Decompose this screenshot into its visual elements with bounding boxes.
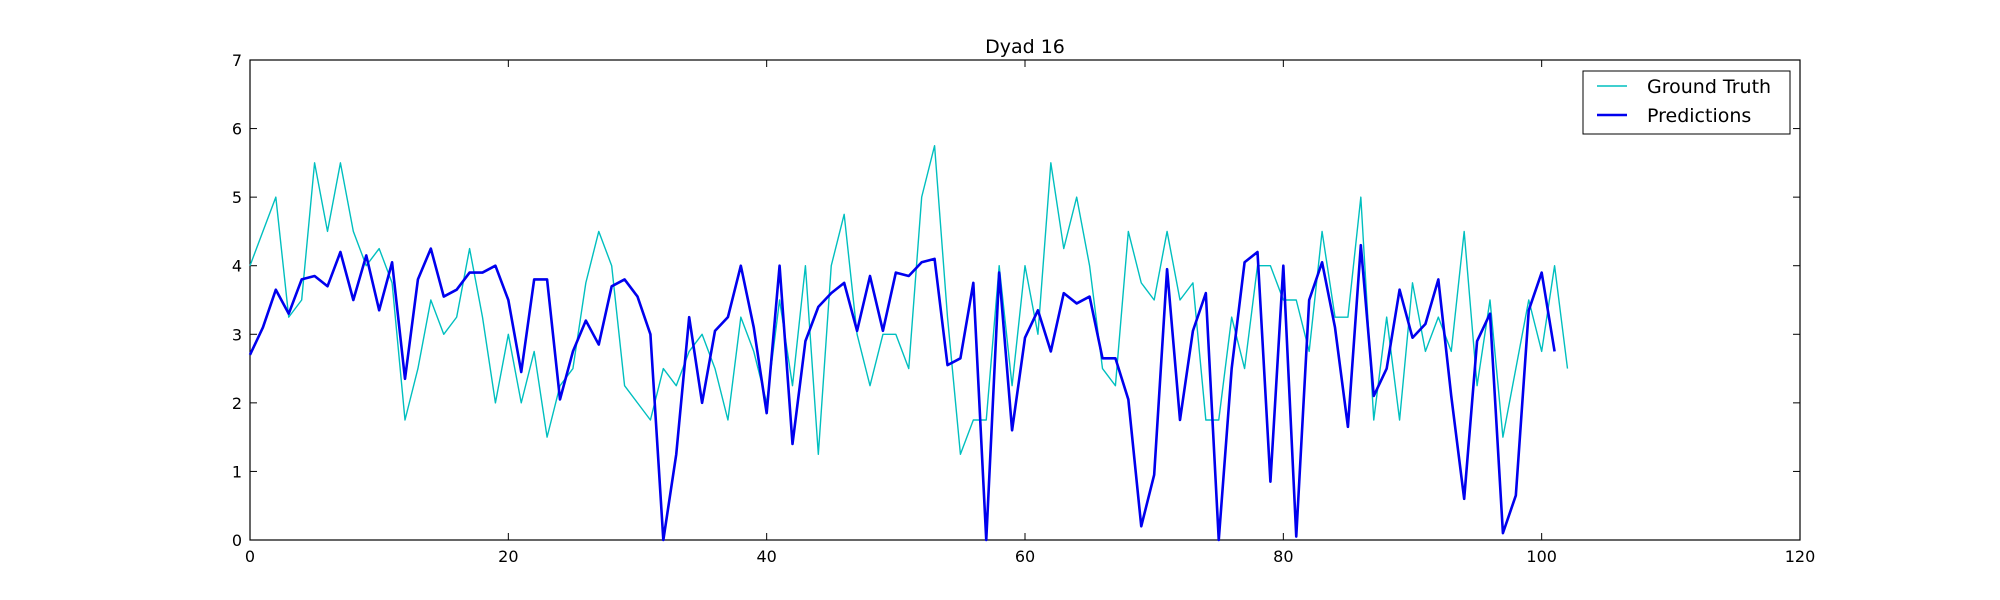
legend-box: [1582, 70, 1791, 135]
legend: Ground Truth Predictions: [1582, 70, 1791, 135]
x-tick-label: 80: [1273, 547, 1293, 566]
y-tick-label: 0: [232, 531, 242, 550]
y-tick-label: 3: [232, 325, 242, 344]
axes-frame: [249, 59, 1801, 541]
y-axis: 0 1 2 3 4 5 6 7: [232, 51, 1800, 550]
series-layer: [248, 145, 1569, 542]
y-tick-label: 1: [232, 462, 242, 481]
legend-label-predictions: Predictions: [1647, 105, 1751, 127]
x-tick-label: 60: [1015, 547, 1035, 566]
plot-area: 0 20 40 60 80 100 120 0 1 2 3 4 5 6 7: [232, 51, 1815, 566]
x-tick-label: 100: [1526, 547, 1557, 566]
y-tick-label: 2: [232, 394, 242, 413]
x-axis: 0 20 40 60 80 100 120: [245, 60, 1815, 566]
y-tick-label: 4: [232, 257, 242, 276]
y-tick-label: 5: [232, 188, 242, 207]
x-tick-label: 20: [498, 547, 518, 566]
x-tick-label: 120: [1785, 547, 1816, 566]
x-tick-label: 40: [756, 547, 776, 566]
series-line-predictions: [248, 243, 1556, 542]
y-tick-label: 7: [232, 51, 242, 70]
series-line-ground-truth: [249, 145, 1569, 455]
chart-title: Dyad 16: [985, 36, 1065, 58]
y-tick-label: 6: [232, 120, 242, 139]
x-tick-label: 0: [245, 547, 255, 566]
legend-label-ground-truth: Ground Truth: [1647, 76, 1771, 98]
